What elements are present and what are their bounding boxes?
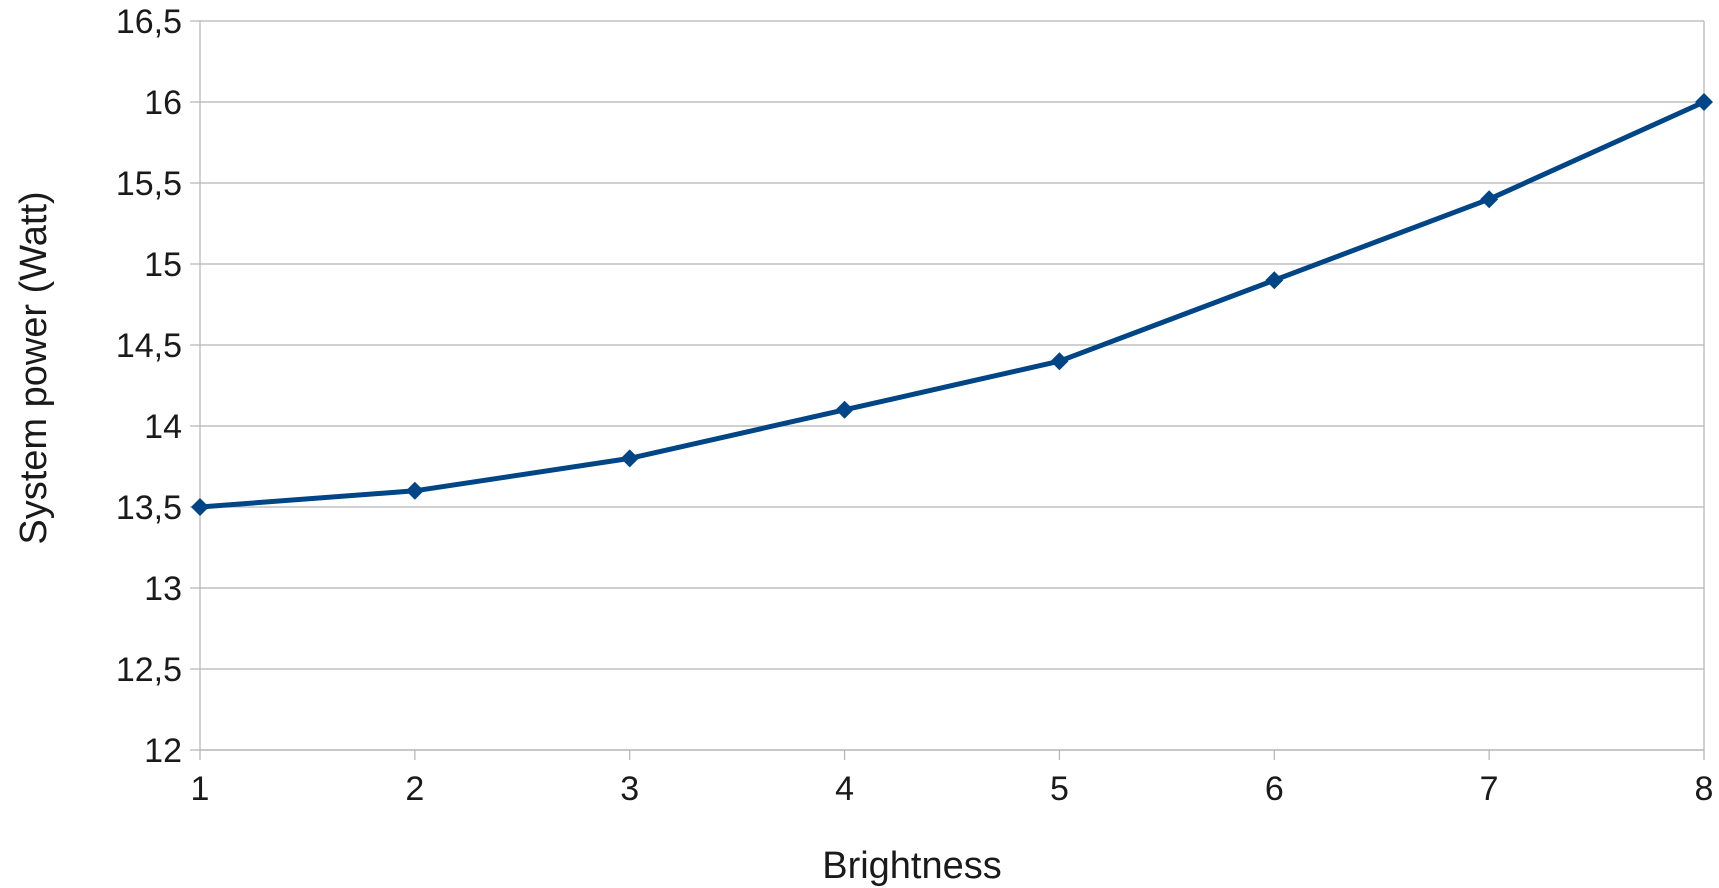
gridlines [200,20,1704,751]
series [191,93,1713,516]
series-line [199,99,1706,510]
x-tick-label: 8 [1695,770,1714,808]
data-point-marker [620,449,639,468]
y-tick-label: 16 [144,84,182,122]
y-tick-label: 14,5 [116,327,182,365]
y-tick-label: 16,5 [116,3,182,41]
data-point-marker [1480,190,1499,209]
x-tick-label: 3 [620,770,639,808]
y-axis-title: System power (Watt) [13,191,55,544]
y-tick-label: 12,5 [116,651,182,689]
data-point-marker [1695,93,1713,111]
y-tick-label: 14 [144,408,182,446]
y-tick-label: 13 [144,570,182,608]
x-tick-label: 2 [405,770,424,808]
y-tick-label: 13,5 [116,489,182,527]
x-tick-label: 4 [835,770,854,808]
axes [190,20,1705,760]
data-point-marker [191,498,209,516]
y-tick-label: 12 [144,732,182,770]
x-tick-label: 1 [191,770,210,808]
data-point-marker [835,400,854,419]
y-tick-label: 15 [144,246,182,284]
x-tick-labels: 1 2 3 4 5 6 7 8 [191,770,1714,808]
data-point-marker [405,481,424,500]
y-tick-label: 15,5 [116,165,182,203]
x-tick-label: 7 [1480,770,1499,808]
x-tick-label: 5 [1050,770,1069,808]
data-point-marker [1265,271,1284,290]
x-tick-label: 6 [1265,770,1284,808]
x-axis-title: Brightness [822,845,1002,887]
data-point-marker [1050,352,1069,371]
y-tick-labels: 12 12,5 13 13,5 14 14,5 15 15,5 16 16,5 [116,3,182,770]
